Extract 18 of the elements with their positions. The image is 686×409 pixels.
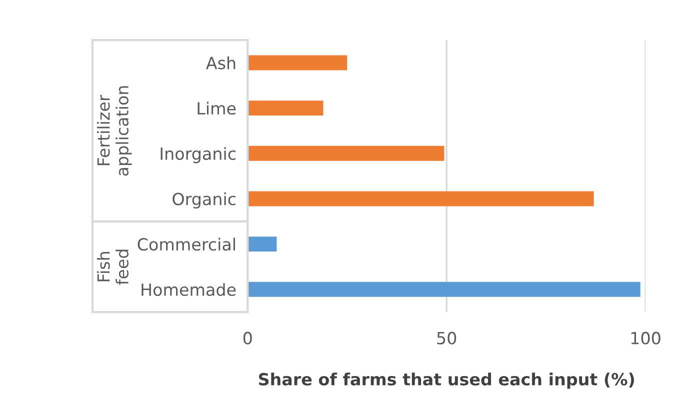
x-tick-label: 50 bbox=[437, 332, 456, 344]
y-tick-label: Ash bbox=[206, 56, 236, 70]
bar bbox=[248, 236, 277, 252]
bar bbox=[248, 146, 444, 161]
y-tick-label: Inorganic bbox=[160, 147, 236, 164]
x-tick-label: 0 bbox=[243, 332, 252, 344]
bar bbox=[248, 191, 594, 206]
y-tick-label: Lime bbox=[198, 102, 236, 115]
text: Fish feed bbox=[96, 250, 129, 285]
text: Fertilizer application bbox=[96, 86, 132, 176]
x-axis-title: Share of farms that used each input (%) bbox=[258, 372, 634, 389]
bar bbox=[248, 100, 324, 116]
y-tick-label: Homemade bbox=[142, 283, 236, 296]
bar bbox=[248, 55, 348, 70]
y-tick-label: Organic bbox=[172, 192, 236, 209]
x-tick-label: 100 bbox=[631, 332, 660, 344]
bar bbox=[248, 282, 640, 297]
y-tick-label: Commercial bbox=[138, 238, 235, 251]
